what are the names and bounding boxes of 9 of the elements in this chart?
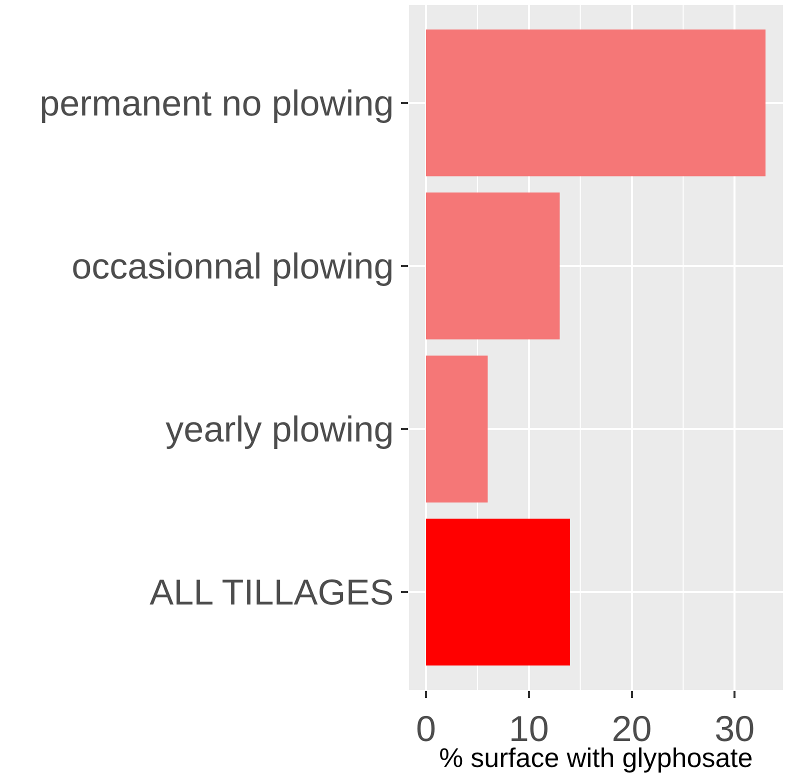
bar: [426, 192, 560, 340]
x-tick-label: 0: [416, 708, 436, 750]
y-tick-label: yearly plowing: [166, 408, 394, 450]
y-tick-label: occasionnal plowing: [72, 246, 394, 287]
y-tick-label: ALL TILLAGES: [150, 572, 394, 613]
bar: [426, 29, 766, 176]
y-tick-label: permanent no plowing: [40, 82, 394, 124]
bar: [426, 356, 488, 502]
bar: [426, 518, 570, 666]
